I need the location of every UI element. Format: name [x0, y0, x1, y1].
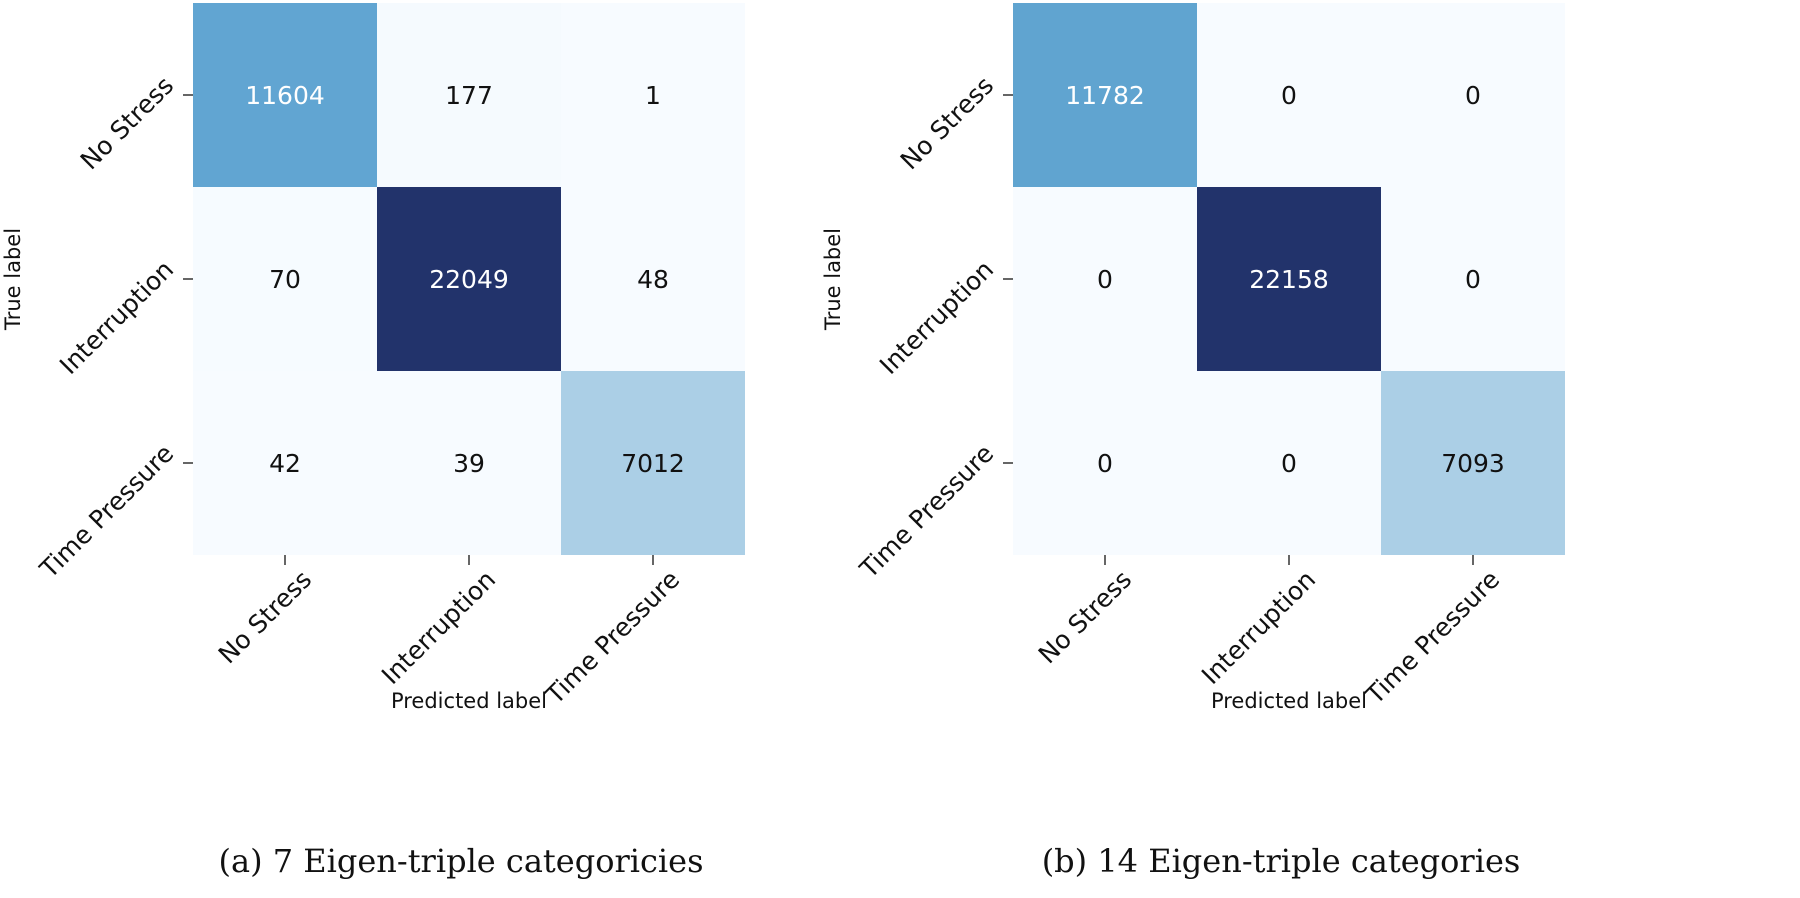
cell-b-r2-c2 — [1381, 371, 1565, 555]
x-tick-label-interruption: Interruption — [376, 565, 501, 690]
cell-value-a-r1-c1: 22049 — [429, 265, 509, 294]
x-tick-label-time-pressure: Time Pressure — [540, 565, 686, 711]
cell-value-a-r2-c1: 39 — [453, 449, 485, 478]
cell-value-b-r1-c1: 22158 — [1249, 265, 1329, 294]
cell-b-r2-c1 — [1197, 371, 1381, 555]
cell-b-r0-c1 — [1197, 3, 1381, 187]
cell-value-a-r0-c2: 1 — [645, 81, 661, 110]
y-tick-label-time-pressure: Time Pressure — [34, 439, 180, 585]
cell-b-r1-c2 — [1381, 187, 1565, 371]
cell-a-r1-c2 — [561, 187, 745, 371]
cell-value-a-r1-c2: 48 — [637, 265, 669, 294]
y-axis-title: True label — [1, 228, 25, 331]
cell-b-r1-c0 — [1013, 187, 1197, 371]
y-axis-title: True label — [821, 228, 845, 331]
cell-a-r2-c0 — [193, 371, 377, 555]
cell-b-r0-c2 — [1381, 3, 1565, 187]
cell-b-r2-c0 — [1013, 371, 1197, 555]
cell-a-r0-c2 — [561, 3, 745, 187]
cell-value-a-r1-c0: 70 — [269, 265, 301, 294]
y-tick-label-no-stress: No Stress — [75, 71, 179, 175]
cell-value-a-r2-c2: 7012 — [621, 449, 685, 478]
cell-value-b-r1-c2: 0 — [1465, 265, 1481, 294]
cell-value-b-r0-c2: 0 — [1465, 81, 1481, 110]
confusion-matrix-b: 11782 0 0 0 22158 0 0 0 7093 No Stress Interruptio… — [821, 3, 1565, 880]
cell-a-r2-c2 — [561, 371, 745, 555]
figure-caption-a: (a) 7 Eigen-triple categoricies — [219, 842, 704, 880]
x-tick-label-time-pressure: Time Pressure — [1360, 565, 1506, 711]
confusion-matrix-a: 11604 177 1 70 22049 48 42 39 7012 No Stress Inter… — [1, 3, 745, 880]
x-tick-label-no-stress: No Stress — [213, 565, 317, 669]
y-tick-label-no-stress: No Stress — [895, 71, 999, 175]
x-axis-title: Predicted label — [391, 689, 547, 713]
y-tick-label-interruption: Interruption — [54, 255, 179, 380]
y-tick-label-time-pressure: Time Pressure — [854, 439, 1000, 585]
cell-value-b-r2-c2: 7093 — [1441, 449, 1505, 478]
cell-value-b-r1-c0: 0 — [1097, 265, 1113, 294]
cell-value-b-r2-c0: 0 — [1097, 449, 1113, 478]
cell-value-b-r0-c1: 0 — [1281, 81, 1297, 110]
cell-b-r0-c0 — [1013, 3, 1197, 187]
cell-a-r1-c1 — [377, 187, 561, 371]
cell-value-a-r0-c0: 11604 — [245, 81, 325, 110]
cell-a-r0-c0 — [193, 3, 377, 187]
x-axis-title: Predicted label — [1211, 689, 1367, 713]
cell-a-r2-c1 — [377, 371, 561, 555]
cell-a-r0-c1 — [377, 3, 561, 187]
figure-caption-b: (b) 14 Eigen-triple categories — [1042, 842, 1521, 880]
x-tick-label-interruption: Interruption — [1196, 565, 1321, 690]
cell-value-b-r0-c0: 11782 — [1065, 81, 1145, 110]
cell-value-a-r0-c1: 177 — [445, 81, 493, 110]
cell-a-r1-c0 — [193, 187, 377, 371]
cell-b-r1-c1 — [1197, 187, 1381, 371]
x-tick-label-no-stress: No Stress — [1033, 565, 1137, 669]
cell-value-a-r2-c0: 42 — [269, 449, 301, 478]
y-tick-label-interruption: Interruption — [874, 255, 999, 380]
cell-value-b-r2-c1: 0 — [1281, 449, 1297, 478]
